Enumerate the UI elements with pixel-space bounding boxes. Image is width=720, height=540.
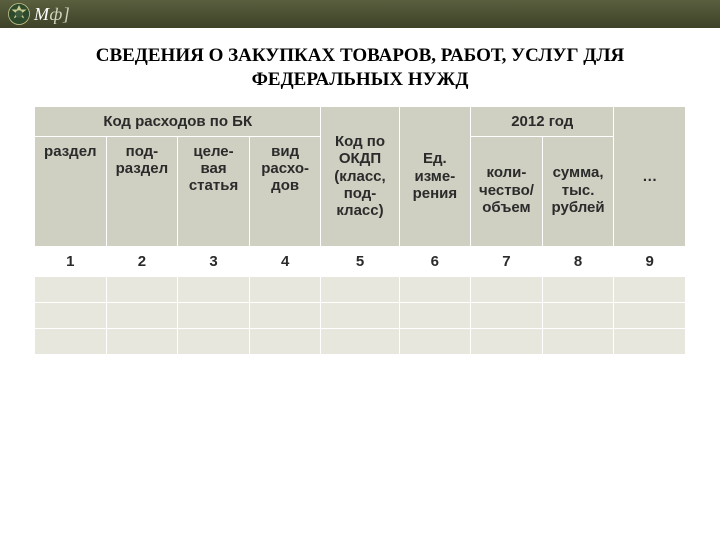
th-year-qty: коли-чество/объем xyxy=(471,136,543,246)
column-number: 3 xyxy=(178,246,250,276)
table-cell xyxy=(471,302,543,328)
th-ed-izm: Ед. изме-рения xyxy=(399,106,471,246)
table-row xyxy=(35,302,686,328)
table-body: 123456789 xyxy=(35,246,686,354)
table-cell xyxy=(321,302,399,328)
column-number: 6 xyxy=(399,246,471,276)
th-razdel: раздел xyxy=(35,136,107,246)
emblem-icon xyxy=(4,0,34,29)
table-cell xyxy=(614,302,686,328)
th-vid: вид расхо-дов xyxy=(249,136,321,246)
th-dots: … xyxy=(614,106,686,246)
table-cell xyxy=(399,276,471,302)
brand-part-b: ф] xyxy=(50,4,71,24)
topbar: Мф] xyxy=(0,0,720,28)
column-number: 1 xyxy=(35,246,107,276)
table-cell xyxy=(106,302,178,328)
table-cell xyxy=(399,302,471,328)
th-year-sum: сумма, тыс. рублей xyxy=(542,136,614,246)
table-cell xyxy=(542,276,614,302)
table-cell xyxy=(249,328,321,354)
table-container: Код расходов по БК Код по ОКДП (класс, п… xyxy=(0,106,720,355)
table-head: Код расходов по БК Код по ОКДП (класс, п… xyxy=(35,106,686,246)
table-cell xyxy=(178,276,250,302)
page-title: СВЕДЕНИЯ О ЗАКУПКАХ ТОВАРОВ, РАБОТ, УСЛУ… xyxy=(40,44,680,92)
table-cell xyxy=(35,276,107,302)
column-number: 8 xyxy=(542,246,614,276)
column-number-row: 123456789 xyxy=(35,246,686,276)
table-cell xyxy=(542,302,614,328)
table-cell xyxy=(471,328,543,354)
brand: Мф] xyxy=(34,4,70,25)
table-cell xyxy=(614,328,686,354)
column-number: 4 xyxy=(249,246,321,276)
th-okdp: Код по ОКДП (класс, под-класс) xyxy=(321,106,399,246)
table-cell xyxy=(106,276,178,302)
table-cell xyxy=(35,302,107,328)
table-cell xyxy=(178,328,250,354)
table-cell xyxy=(614,276,686,302)
th-podrazdel: под-раздел xyxy=(106,136,178,246)
table-cell xyxy=(321,328,399,354)
table-cell xyxy=(471,276,543,302)
table-cell xyxy=(321,276,399,302)
column-number: 7 xyxy=(471,246,543,276)
table-row xyxy=(35,328,686,354)
table-cell xyxy=(35,328,107,354)
th-group-bk: Код расходов по БК xyxy=(35,106,321,136)
table-cell xyxy=(542,328,614,354)
brand-part-a: М xyxy=(34,4,50,24)
table-cell xyxy=(399,328,471,354)
title-container: СВЕДЕНИЯ О ЗАКУПКАХ ТОВАРОВ, РАБОТ, УСЛУ… xyxy=(0,28,720,106)
table-cell xyxy=(106,328,178,354)
th-year-group: 2012 год xyxy=(471,106,614,136)
th-celevaya: целе-вая статья xyxy=(178,136,250,246)
table-cell xyxy=(178,302,250,328)
column-number: 5 xyxy=(321,246,399,276)
column-number: 9 xyxy=(614,246,686,276)
procurement-table: Код расходов по БК Код по ОКДП (класс, п… xyxy=(34,106,686,355)
column-number: 2 xyxy=(106,246,178,276)
table-cell xyxy=(249,276,321,302)
table-cell xyxy=(249,302,321,328)
table-row xyxy=(35,276,686,302)
